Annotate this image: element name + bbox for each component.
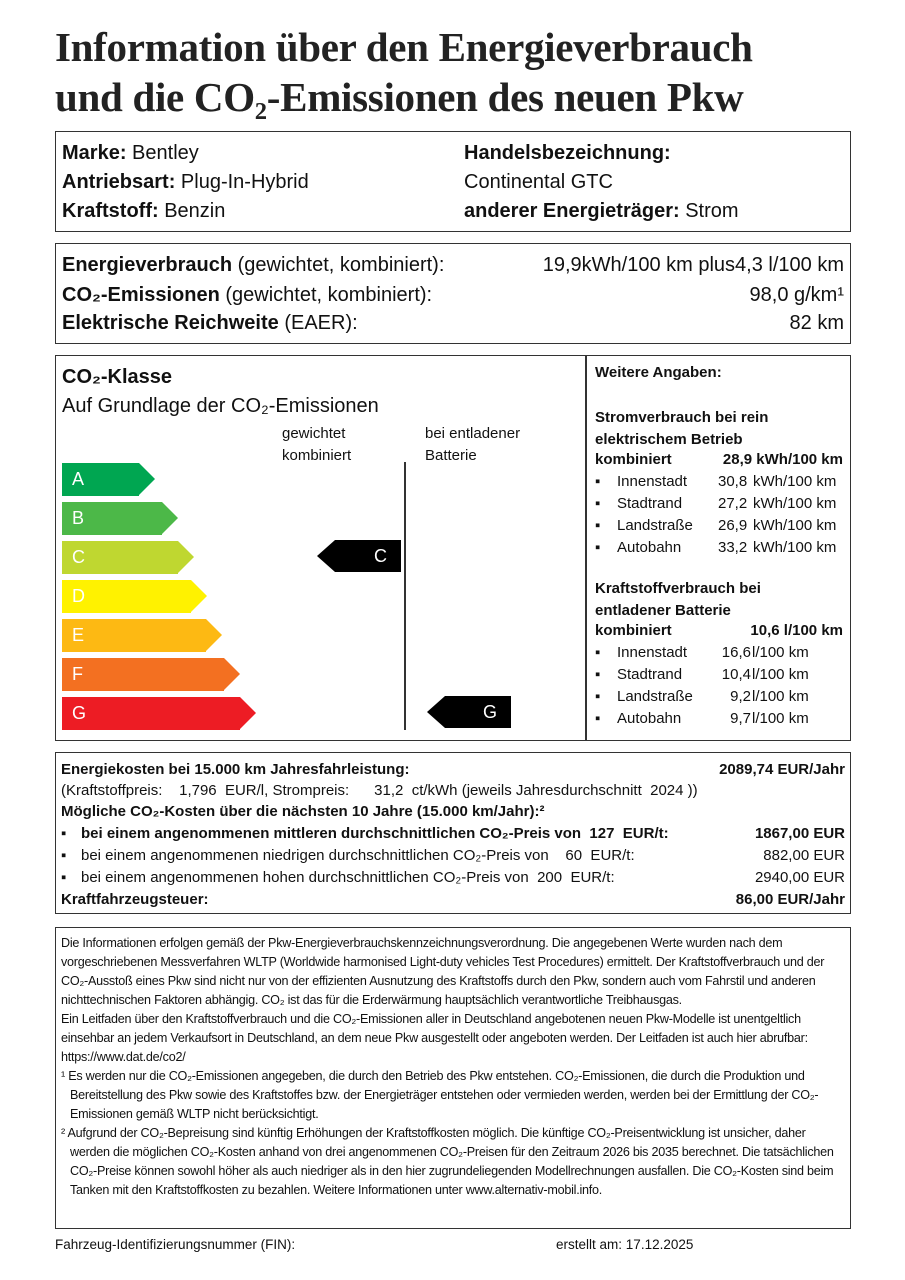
class-arrow-tip [162,502,178,534]
class-arrow-d: D [62,580,191,613]
bullet-icon: ▪ [61,869,67,886]
antrieb-value: Plug-In-Hybrid [180,171,309,193]
class-arrow-tip [191,580,207,612]
bullet-icon: ▪ [595,473,601,490]
antrieb-label: Antriebsart: [62,171,176,193]
handel-value: Continental GTC [464,171,613,193]
co2-label: CO₂-Emissionen [62,284,220,306]
consumption-box: Energieverbrauch (gewichtet, kombiniert)… [55,243,851,344]
co2-note: (gewichtet, kombiniert): [225,284,433,306]
class-arrow-a: A [62,463,139,496]
class-arrow-tip [206,619,222,651]
bullet-icon: ▪ [595,710,601,727]
reichweite-value: 82 km [789,312,844,334]
energie-label: Energieverbrauch [62,254,233,276]
co2-cost-row: ▪ bei einem angenommenen hohen durchschni… [61,869,845,886]
co2-cost-row: ▪ bei einem angenommenen mittleren durchs… [61,825,845,842]
class-arrow-tip [178,541,194,573]
footnote-1: ¹ Es werden nur die CO₂-Emissionen angeg… [61,1069,819,1121]
note-guide: Ein Leitfaden über den Kraftstoffverbrau… [61,1012,808,1064]
tax-label: Kraftfahrzeugsteuer: [61,891,209,908]
energietraeger-label: anderer Energieträger: [464,200,680,222]
kraft-row: ▪ Autobahn 9,7 l/100 km [595,710,809,727]
bullet-icon: ▪ [61,825,67,842]
kraft-row: ▪ Stadtrand 10,4 l/100 km [595,666,809,683]
class-arrow-e: E [62,619,206,652]
bullet-icon: ▪ [595,644,601,661]
kraft-combined: kombiniert 10,6 l/100 km [595,622,843,639]
energie-note: (gewichtet, kombiniert): [237,254,445,276]
vehicle-box: Marke: Bentley Antriebsart: Plug-In-Hybr… [55,131,851,232]
more-title: Weitere Angaben: [595,364,722,381]
notes-box: Die Informationen erfolgen gemäß der Pkw… [55,927,851,1229]
reichweite-note: (EAER): [284,312,358,334]
class-arrow-f: F [62,658,224,691]
class-arrow-b: B [62,502,162,535]
class-arrow-tip [240,697,256,729]
strom-combined: kombiniert 28,9 kWh/100 km [595,451,843,468]
bullet-icon: ▪ [595,495,601,512]
fin-label: Fahrzeug-Identifizierungsnummer (FIN): [55,1237,296,1252]
marke-label: Marke: [62,142,127,164]
co2-class-title: CO₂-Klasse [62,366,173,388]
bullet-icon: ▪ [61,847,67,864]
handel-label: Handelsbezeichnung: [464,142,671,164]
co2-cost-title: Mögliche CO₂-Kosten über die nächsten 10… [61,803,545,820]
discharged-class-marker: G [427,696,511,728]
created-date: erstellt am: 17.12.2025 [556,1237,694,1252]
energy-cost-value: 2089,74 EUR/Jahr [719,761,845,778]
kraft-row: ▪ Landstraße 9,2 l/100 km [595,688,809,705]
strom-row: ▪ Landstraße 26,9 kWh/100 km [595,517,837,534]
col-discharged-header: bei entladener Batterie [425,425,521,464]
bullet-icon: ▪ [595,539,601,556]
strom-row: ▪ Innenstadt 30,8 kWh/100 km [595,473,837,490]
co2-cost-row: ▪ bei einem angenommenen niedrigen durchs… [61,847,845,864]
co2-value: 98,0 g/km¹ [749,284,844,306]
footnote-2: ² Aufgrund der CO₂-Bepreisung sind künft… [61,1126,834,1197]
bullet-icon: ▪ [595,666,601,683]
co2-class-box [55,355,851,741]
prices: (Kraftstoffpreis: 1,796 EUR/l, Stromprei… [61,782,698,799]
bullet-icon: ▪ [595,517,601,534]
strom-row: ▪ Stadtrand 27,2 kWh/100 km [595,495,837,512]
costs-box: Energiekosten bei 15.000 km Jahresfahrle… [55,752,851,914]
tax-value: 86,00 EUR/Jahr [735,891,845,908]
kraftstoff-value: Benzin [164,200,226,222]
kraftstoff-label: Kraftstoff: [62,200,159,222]
page-title: Information über den Energieverbrauch und… [55,24,753,120]
weighted-class-marker: C [317,540,401,572]
strom-row: ▪ Autobahn 33,2 kWh/100 km [595,539,837,556]
energy-cost-label: Energiekosten bei 15.000 km Jahresfahrle… [61,761,410,778]
note-info: Die Informationen erfolgen gemäß der Pkw… [61,936,825,1007]
kraft-title: Kraftstoffverbrauch bei entladener Batter… [595,580,761,619]
energietraeger-value: Strom [685,200,739,222]
class-arrow-tip [224,658,240,690]
class-arrow-tip [139,463,155,495]
energie-value: 19,9kWh/100 km plus4,3 l/100 km [542,254,844,276]
reichweite-label: Elektrische Reichweite [62,312,279,334]
class-arrow-g: G [62,697,240,730]
bullet-icon: ▪ [595,688,601,705]
strom-title: Stromverbrauch bei rein elektrischem Betr… [595,409,769,448]
class-arrow-c: C [62,541,178,574]
kraft-row: ▪ Innenstadt 16,6 l/100 km [595,644,809,661]
marke-value: Bentley [132,142,199,164]
co2-class-subtitle: Auf Grundlage der CO₂-Emissionen [62,395,379,417]
column-divider [404,462,406,730]
divider [585,355,587,741]
col-weighted-header: gewichtet kombiniert [282,425,352,464]
